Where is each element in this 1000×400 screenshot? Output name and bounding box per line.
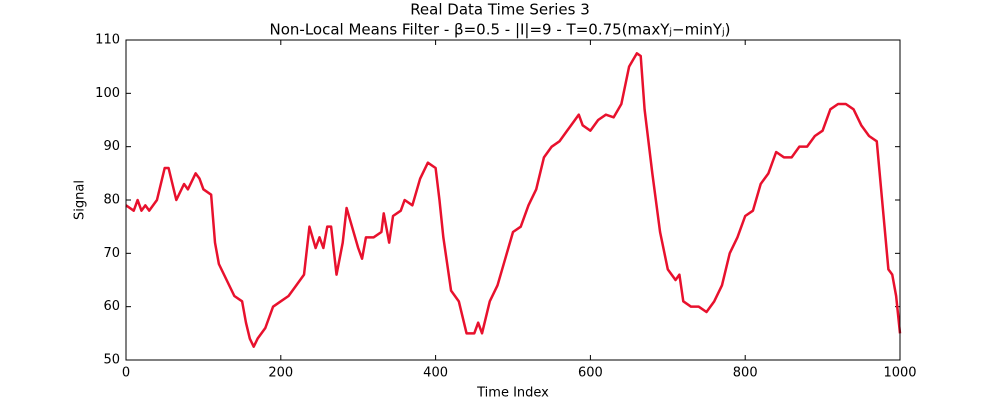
x-tick-label: 800: [733, 366, 758, 381]
y-tick-label: 50: [103, 353, 120, 368]
y-tick-label: 60: [103, 299, 120, 314]
x-tick-label: 600: [578, 366, 603, 381]
chart-subtitle: Non-Local Means Filter - β=0.5 - |I|=9 -…: [270, 21, 731, 39]
x-tick-label: 0: [122, 366, 130, 381]
y-tick-label: 70: [103, 246, 120, 261]
y-tick-label: 110: [95, 33, 120, 48]
x-tick-label: 400: [423, 366, 448, 381]
y-tick-label: 80: [103, 193, 120, 208]
y-axis-label: Signal: [73, 180, 88, 220]
y-tick-label: 90: [103, 139, 120, 154]
x-tick-label: 1000: [883, 366, 916, 381]
chart-title: Real Data Time Series 3: [410, 1, 590, 19]
y-tick-label: 100: [95, 86, 120, 101]
x-tick-label: 200: [268, 366, 293, 381]
x-axis-label: Time Index: [476, 386, 549, 400]
plot-frame: [125, 39, 901, 361]
data-line: [125, 52, 902, 348]
